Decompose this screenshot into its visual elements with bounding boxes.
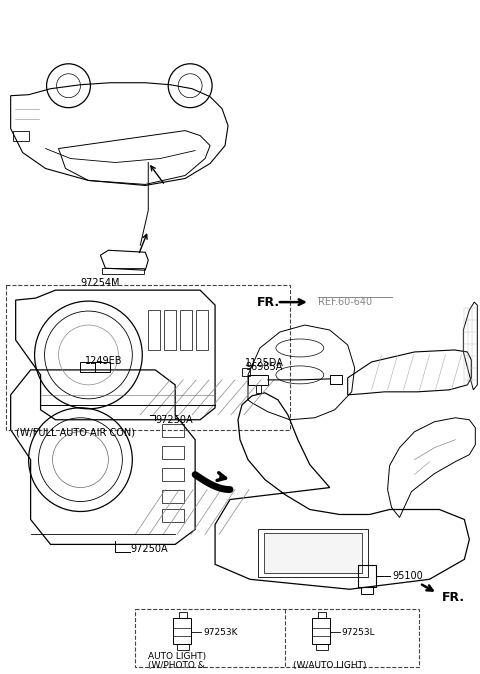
Text: 97250A: 97250A: [155, 415, 193, 425]
Bar: [162, 446, 184, 458]
Text: AUTO LIGHT): AUTO LIGHT): [148, 652, 206, 661]
Bar: [318, 612, 326, 618]
Bar: [256, 385, 261, 393]
Text: 97253L: 97253L: [342, 627, 375, 637]
Text: FR.: FR.: [442, 590, 465, 604]
Bar: [360, 587, 372, 594]
Bar: [173, 618, 191, 644]
Text: REF.60-640: REF.60-640: [318, 297, 372, 307]
Bar: [162, 510, 184, 522]
Text: 95100: 95100: [393, 572, 423, 581]
Bar: [179, 612, 187, 618]
Bar: [264, 533, 361, 574]
Bar: [312, 618, 330, 644]
Bar: [12, 131, 29, 141]
Text: 1125DA: 1125DA: [245, 358, 284, 368]
Bar: [177, 644, 189, 650]
Text: (W/PHOTO &: (W/PHOTO &: [148, 661, 205, 670]
Bar: [330, 375, 342, 384]
Bar: [81, 362, 110, 372]
Text: 97253K: 97253K: [203, 627, 238, 637]
Bar: [316, 644, 328, 650]
Bar: [164, 310, 176, 350]
Text: (W/FULL AUTO AIR CON): (W/FULL AUTO AIR CON): [16, 428, 135, 437]
Bar: [180, 310, 192, 350]
Text: 97250A: 97250A: [130, 545, 168, 555]
Bar: [242, 368, 250, 376]
Bar: [196, 310, 208, 350]
Bar: [135, 609, 420, 667]
Bar: [148, 310, 160, 350]
Bar: [102, 268, 144, 274]
Bar: [162, 468, 184, 481]
Bar: [258, 530, 368, 578]
Bar: [162, 424, 184, 437]
Text: FR.: FR.: [257, 296, 280, 309]
Text: (W/AUTO LIGHT): (W/AUTO LIGHT): [293, 661, 366, 670]
Bar: [162, 489, 184, 503]
Bar: [358, 565, 376, 587]
Bar: [6, 285, 290, 430]
Text: 96985A: 96985A: [245, 362, 282, 372]
Text: 97254M: 97254M: [81, 278, 120, 288]
Bar: [248, 375, 268, 385]
Text: 1249EB: 1249EB: [85, 356, 123, 366]
